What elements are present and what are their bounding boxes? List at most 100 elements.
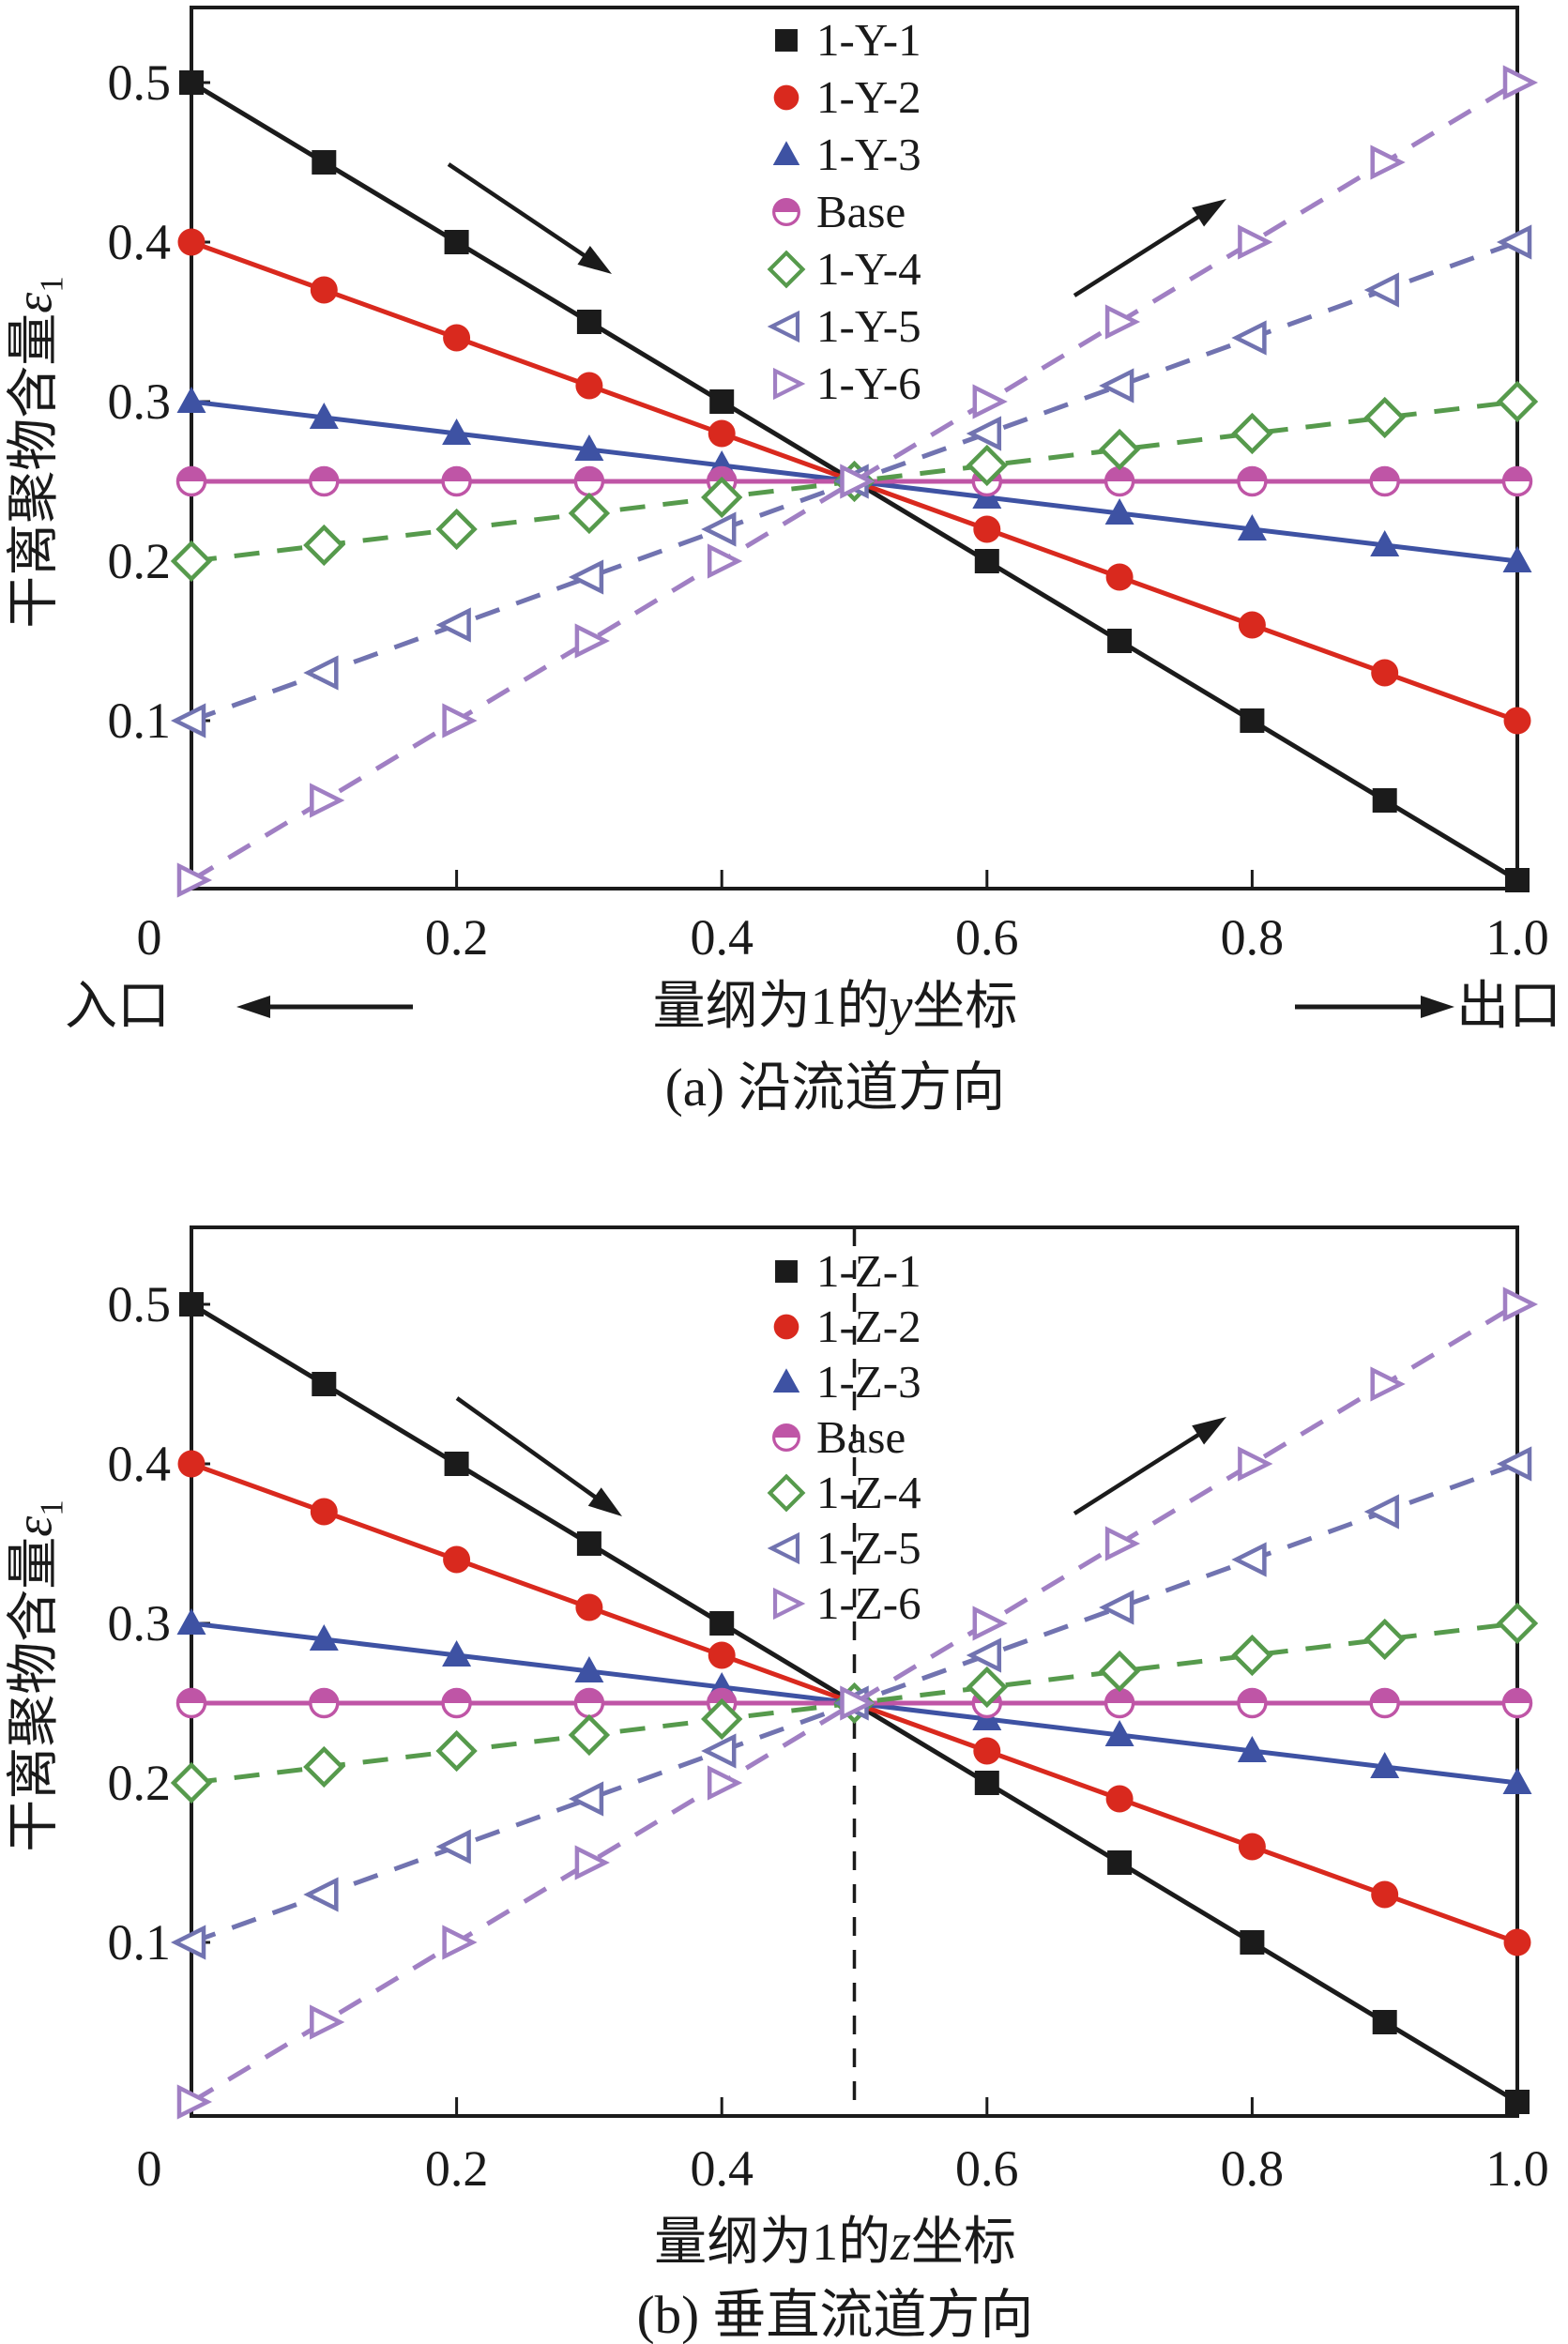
circle-half-filled-marker <box>175 1687 207 1719</box>
triangle-left-open-marker <box>767 310 800 343</box>
triangle-right-open-marker <box>1370 1366 1406 1402</box>
triangle-right-open-marker <box>310 783 345 818</box>
diamond-open-marker <box>701 1697 743 1741</box>
circle-filled-marker <box>1503 707 1531 735</box>
triangle-left-open-marker <box>435 607 471 643</box>
triangle-up-filled-marker <box>176 387 206 413</box>
triangle-right-open-marker <box>442 703 478 738</box>
triangle-right-open-marker <box>176 2084 213 2120</box>
triangle-right-open-marker <box>310 2004 345 2040</box>
y-tick-label: 0.3 <box>107 1595 172 1651</box>
square-filled-marker <box>1240 708 1265 733</box>
square-filled-marker <box>1107 629 1133 653</box>
triangle-up-filled-marker <box>1237 514 1267 540</box>
circle-filled-marker <box>1238 1833 1266 1861</box>
y-tick-label: 0.2 <box>107 1755 172 1811</box>
circle-half-filled-marker <box>573 465 605 497</box>
triangle-right-open-marker <box>176 862 213 898</box>
diamond-open-marker <box>1098 1650 1141 1693</box>
decreasing-trend-arrow <box>455 1396 622 1516</box>
triangle-right-open-marker <box>1238 1446 1273 1482</box>
square-filled-marker <box>179 70 204 95</box>
triangle-right-open-marker <box>972 1606 1008 1641</box>
circle-half-filled-marker <box>1369 1687 1400 1719</box>
legend-key <box>767 1531 800 1565</box>
diamond-open-marker <box>966 444 1008 487</box>
circle-filled-marker <box>773 84 799 111</box>
triangle-left-open-marker <box>303 655 339 691</box>
circle-filled-marker <box>1503 1928 1531 1956</box>
square-filled-marker <box>775 29 798 52</box>
x-tick-label: 0.8 <box>1220 909 1285 966</box>
increasing-trend-arrow <box>1073 199 1226 297</box>
legend-item-Base: Base <box>816 1411 906 1463</box>
triangle-right-open-marker <box>972 384 1008 419</box>
triangle-right-open-marker <box>1238 224 1273 260</box>
legend-item-1-Y-5: 1-Y-5 <box>816 300 921 352</box>
triangle-left-open-marker <box>1231 320 1267 356</box>
legend-item-1-Z-3: 1-Z-3 <box>816 1356 921 1408</box>
x-tick-label: 0 <box>136 909 162 966</box>
circle-filled-marker <box>443 324 471 352</box>
y-tick-label: 0.5 <box>107 54 172 111</box>
x-tick-label: 0.4 <box>690 909 754 966</box>
diamond-open-marker <box>435 508 478 551</box>
panel-a-plot <box>170 6 1539 1018</box>
square-filled-marker <box>1107 1850 1133 1875</box>
triangle-left-open-marker <box>966 416 1002 451</box>
panel-b-plot <box>170 1225 1539 2120</box>
x-tick-label: 0.8 <box>1220 2140 1285 2197</box>
square-filled-marker <box>709 1611 735 1636</box>
triangle-up-filled-marker <box>1104 498 1134 525</box>
square-filled-marker <box>312 1372 337 1396</box>
diamond-open-marker <box>303 1745 345 1788</box>
triangle-left-open-marker <box>767 1531 800 1565</box>
legend-item-1-Z-2: 1-Z-2 <box>816 1301 921 1352</box>
triangle-right-open-marker <box>1104 304 1141 340</box>
legend-item-1-Y-2: 1-Y-2 <box>816 71 921 123</box>
triangle-left-open-marker <box>568 559 604 595</box>
y-tick-label: 0.5 <box>107 1276 172 1332</box>
circle-half-filled-marker <box>573 1687 605 1719</box>
square-filled-marker <box>576 310 601 334</box>
circle-filled-marker <box>708 419 736 448</box>
legend-key <box>772 141 800 166</box>
triangle-up-filled-marker <box>1502 546 1532 572</box>
x-tick-label: 0.6 <box>955 2140 1019 2197</box>
square-filled-marker <box>444 1452 469 1476</box>
triangle-up-filled-marker <box>772 1368 800 1393</box>
x-tick-label: 0.2 <box>424 909 489 966</box>
square-filled-marker <box>709 389 735 414</box>
triangle-left-open-marker <box>170 703 206 738</box>
x-tick-label: 0.6 <box>955 909 1019 966</box>
circle-half-filled-marker <box>1104 465 1135 497</box>
triangle-left-open-marker <box>435 1829 471 1865</box>
circle-half-filled-marker <box>175 465 207 497</box>
triangle-up-filled-marker <box>574 434 604 461</box>
legend-item-1-Y-4: 1-Y-4 <box>816 243 921 295</box>
circle-half-filled-marker <box>441 1687 472 1719</box>
square-filled-marker <box>312 150 337 175</box>
triangle-left-open-marker <box>1496 1446 1532 1482</box>
triangle-right-open-marker <box>707 543 743 579</box>
circle-half-filled-marker <box>1237 1687 1268 1719</box>
diamond-open-marker <box>568 1713 611 1757</box>
square-filled-marker <box>974 549 999 573</box>
legend-key <box>773 84 799 111</box>
circle-half-filled-marker <box>1369 465 1400 497</box>
triangle-right-open-marker <box>1502 1286 1539 1322</box>
plot-border <box>190 6 1519 890</box>
triangle-left-open-marker <box>170 1925 206 1960</box>
circle-half-filled-marker <box>772 198 800 226</box>
circle-filled-marker <box>310 1498 338 1526</box>
inlet-label: 入口 <box>65 978 170 1036</box>
triangle-right-open-marker <box>442 1925 478 1960</box>
triangle-up-filled-marker <box>772 141 800 166</box>
triangle-up-filled-marker <box>442 1640 472 1667</box>
circle-half-filled-marker <box>309 465 340 497</box>
square-filled-marker <box>1505 2090 1530 2114</box>
triangle-left-open-marker <box>701 1733 737 1769</box>
triangle-right-open-marker <box>1104 1526 1141 1561</box>
circle-half-filled-marker <box>309 1687 340 1719</box>
